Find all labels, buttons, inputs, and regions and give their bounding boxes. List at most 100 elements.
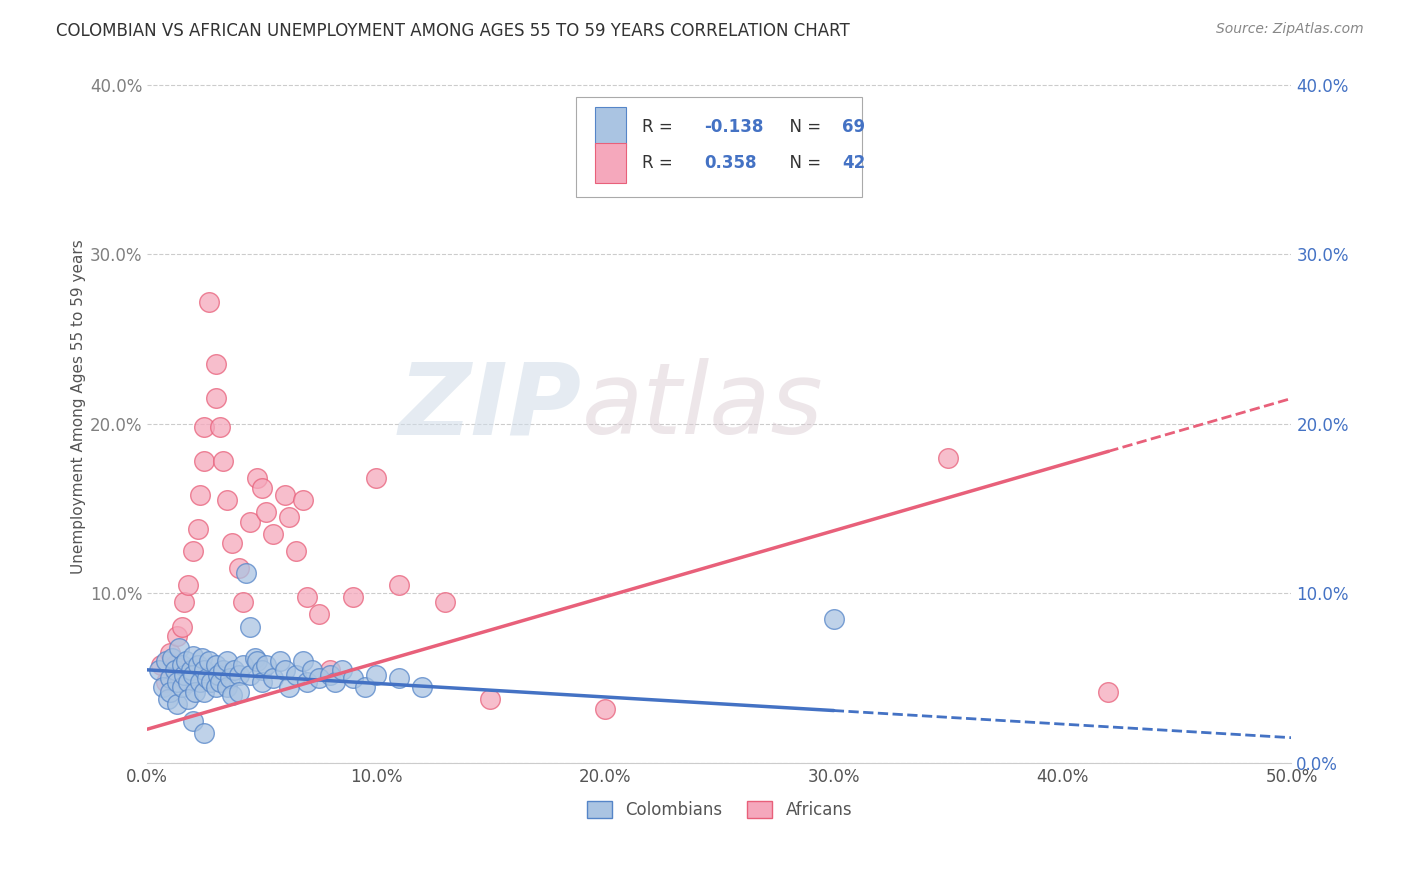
- Point: [269, 654, 291, 668]
- Point: [297, 674, 319, 689]
- Point: [152, 680, 174, 694]
- Point: [273, 488, 295, 502]
- Text: 69: 69: [842, 119, 865, 136]
- Point: [291, 493, 314, 508]
- Point: [353, 680, 375, 694]
- Point: [198, 294, 221, 309]
- Point: [228, 561, 250, 575]
- Text: atlas: atlas: [582, 359, 824, 456]
- Point: [188, 674, 211, 689]
- Point: [433, 595, 456, 609]
- Text: COLOMBIAN VS AFRICAN UNEMPLOYMENT AMONG AGES 55 TO 59 YEARS CORRELATION CHART: COLOMBIAN VS AFRICAN UNEMPLOYMENT AMONG …: [56, 22, 851, 40]
- Point: [148, 663, 170, 677]
- Point: [285, 544, 308, 558]
- Point: [205, 657, 228, 672]
- Legend: Colombians, Africans: Colombians, Africans: [579, 795, 859, 826]
- Text: N =: N =: [779, 119, 827, 136]
- Point: [193, 454, 215, 468]
- Point: [308, 607, 330, 621]
- Point: [235, 566, 257, 581]
- Point: [364, 668, 387, 682]
- Point: [250, 674, 273, 689]
- Point: [205, 680, 228, 694]
- FancyBboxPatch shape: [595, 107, 626, 147]
- Point: [166, 629, 188, 643]
- Text: 42: 42: [842, 154, 865, 172]
- Point: [193, 685, 215, 699]
- Point: [193, 725, 215, 739]
- Point: [224, 663, 246, 677]
- Point: [193, 663, 215, 677]
- Point: [188, 488, 211, 502]
- Point: [174, 654, 197, 668]
- Point: [205, 392, 228, 406]
- Point: [285, 668, 308, 682]
- Point: [273, 663, 295, 677]
- Point: [217, 493, 239, 508]
- Point: [297, 590, 319, 604]
- Point: [211, 663, 233, 677]
- Point: [221, 688, 243, 702]
- Text: N =: N =: [779, 154, 827, 172]
- Y-axis label: Unemployment Among Ages 55 to 59 years: Unemployment Among Ages 55 to 59 years: [72, 240, 86, 574]
- Point: [166, 697, 188, 711]
- Point: [184, 685, 207, 699]
- Point: [936, 450, 959, 465]
- Point: [207, 668, 229, 682]
- Point: [156, 691, 179, 706]
- Point: [217, 680, 239, 694]
- Point: [163, 657, 186, 672]
- Point: [163, 663, 186, 677]
- Point: [177, 691, 200, 706]
- Point: [187, 522, 209, 536]
- Point: [149, 657, 172, 672]
- Point: [177, 578, 200, 592]
- Text: ZIP: ZIP: [399, 359, 582, 456]
- Point: [170, 657, 193, 672]
- Point: [209, 420, 232, 434]
- Point: [1097, 685, 1119, 699]
- Point: [262, 527, 284, 541]
- Point: [239, 620, 262, 634]
- Point: [228, 685, 250, 699]
- Point: [209, 674, 232, 689]
- Point: [411, 680, 433, 694]
- Point: [262, 671, 284, 685]
- Point: [221, 535, 243, 549]
- Point: [308, 671, 330, 685]
- Point: [191, 651, 214, 665]
- Point: [593, 702, 616, 716]
- Point: [177, 674, 200, 689]
- Point: [319, 668, 342, 682]
- Point: [170, 620, 193, 634]
- Point: [278, 510, 301, 524]
- Point: [364, 471, 387, 485]
- Point: [479, 691, 502, 706]
- Point: [181, 668, 204, 682]
- Point: [232, 657, 254, 672]
- Point: [243, 651, 266, 665]
- Point: [232, 595, 254, 609]
- Point: [254, 657, 277, 672]
- Point: [181, 544, 204, 558]
- Point: [162, 651, 184, 665]
- Point: [250, 481, 273, 495]
- Point: [173, 668, 195, 682]
- Point: [159, 685, 181, 699]
- Point: [254, 505, 277, 519]
- Point: [173, 595, 195, 609]
- Point: [205, 358, 228, 372]
- Point: [342, 671, 364, 685]
- Point: [193, 420, 215, 434]
- Point: [155, 674, 177, 689]
- Point: [181, 714, 204, 728]
- Text: -0.138: -0.138: [704, 119, 763, 136]
- Point: [159, 646, 181, 660]
- Text: R =: R =: [641, 119, 678, 136]
- Point: [187, 657, 209, 672]
- Point: [330, 663, 353, 677]
- Text: R =: R =: [641, 154, 678, 172]
- Point: [246, 654, 269, 668]
- Text: 0.358: 0.358: [704, 154, 756, 172]
- Point: [195, 671, 218, 685]
